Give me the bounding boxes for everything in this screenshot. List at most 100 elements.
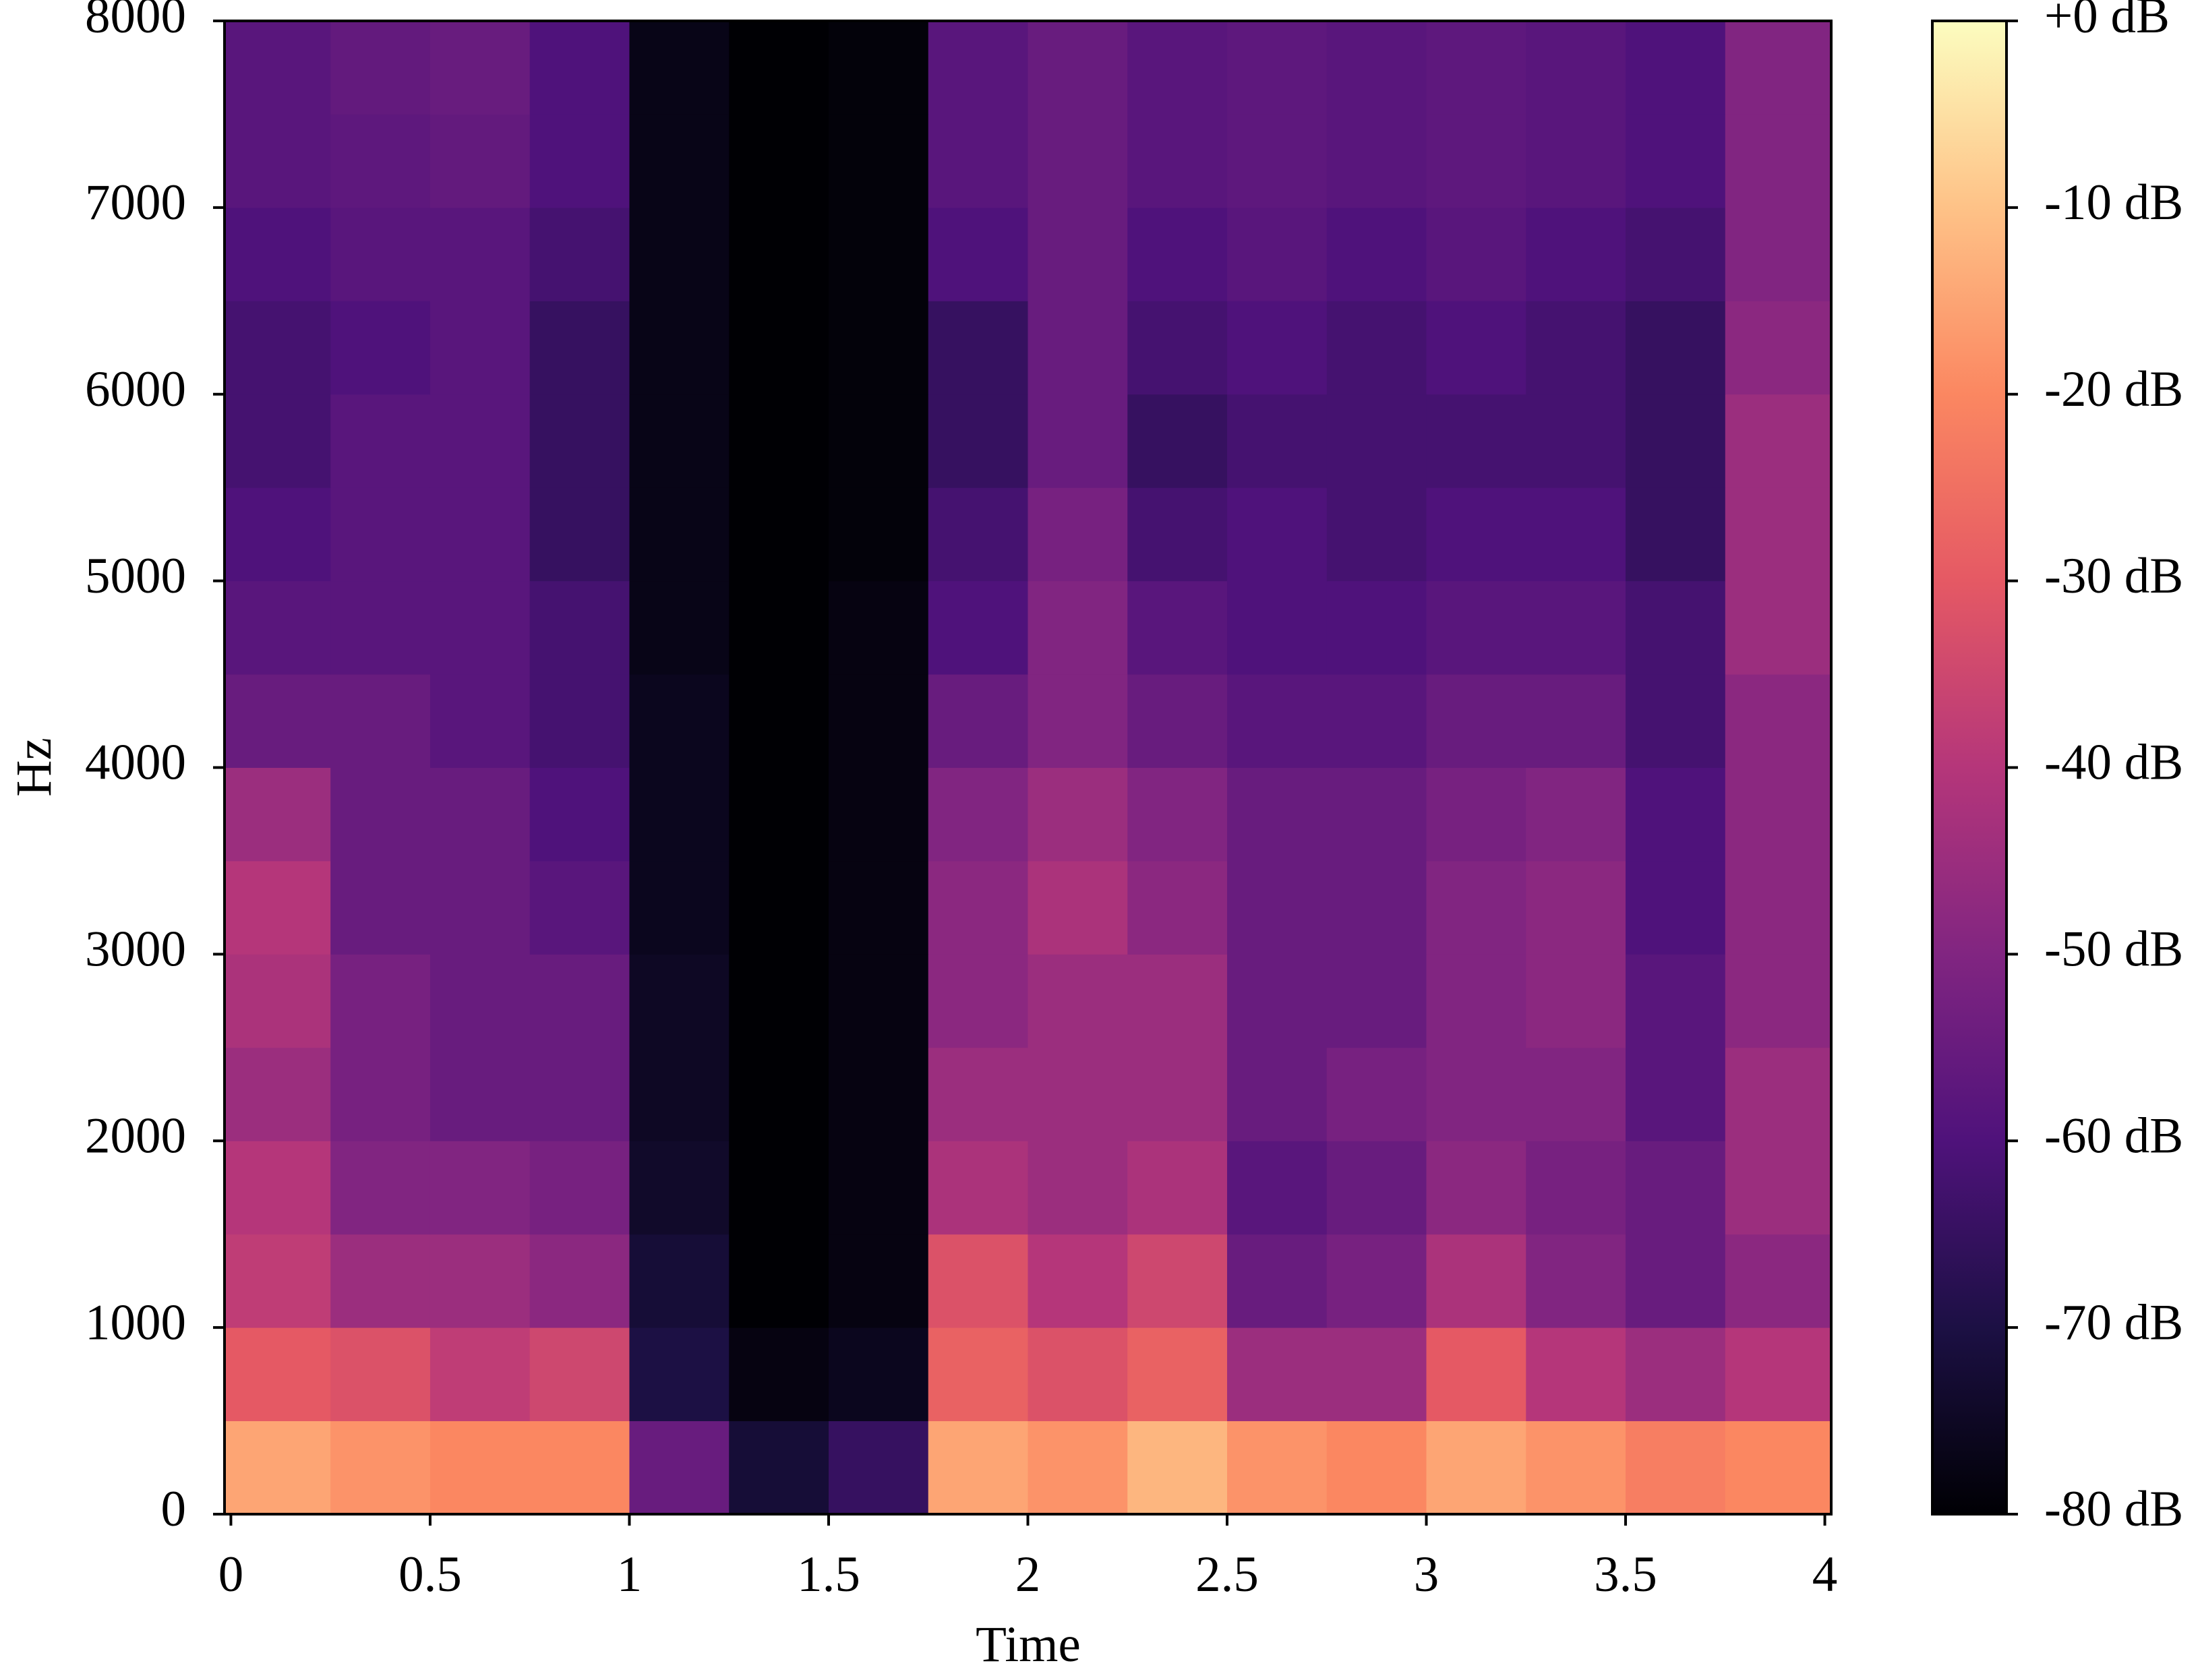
y-tick-label: 0 [161,1481,187,1537]
heat-cell [729,1234,829,1328]
x-tick-label: 1.5 [797,1547,860,1602]
heat-cell [828,954,929,1048]
heat-cell [629,114,730,208]
heat-cell [330,114,431,208]
heat-cell [1028,301,1128,395]
heat-cell [729,487,829,582]
x-tick-label: 3.5 [1594,1547,1657,1602]
heat-cell [828,487,929,582]
heat-cell [729,860,829,955]
heat-cell [1526,1141,1626,1235]
heat-cell [1626,860,1726,955]
heat-cell [1526,114,1626,208]
heat-cell [1028,1047,1128,1141]
heat-cell [1725,1420,1832,1515]
heat-cell [1326,394,1427,488]
colorbar-tick-label: -50 dB [2044,922,2183,978]
heat-cell [1227,394,1328,488]
heat-cell [429,1047,531,1141]
heat-cell [729,674,829,768]
heat-cell [1426,580,1526,675]
colorbar-tick-label: -60 dB [2044,1108,2183,1164]
heat-cell [330,674,431,768]
y-tick-label: 2000 [85,1108,186,1164]
heat-cell [1426,1234,1526,1328]
x-tick-label: 2 [1015,1547,1041,1602]
heat-cell [1028,114,1128,208]
heat-cell [529,21,630,115]
heat-cell [529,394,630,488]
heat-cell [1626,767,1726,862]
heat-cell [1028,207,1128,301]
heat-cell [729,114,829,208]
heat-cell [529,1047,630,1141]
heat-cell [225,1141,331,1235]
heat-cell [1725,114,1832,208]
heat-cell [225,767,331,862]
heat-cell [828,767,929,862]
heat-cell [225,301,331,395]
heat-cell [1326,1141,1427,1235]
heat-cell [1626,207,1726,301]
heat-cell [629,1420,730,1515]
heat-cell [928,301,1028,395]
heat-cell [1426,954,1526,1048]
heatmap [225,21,1832,1515]
heat-cell [1526,1420,1626,1515]
heat-cell [729,1047,829,1141]
heat-cell [1326,207,1427,301]
heat-cell [1326,860,1427,955]
heat-cell [1626,580,1726,675]
heat-cell [928,1234,1028,1328]
heat-cell [429,954,531,1048]
y-tick-label: 1000 [85,1294,186,1350]
x-axis-label: Time [976,1617,1081,1673]
heat-cell [1326,1420,1427,1515]
heat-cell [928,21,1028,115]
x-tick-label: 2.5 [1195,1547,1259,1602]
heat-cell [629,674,730,768]
heat-cell [1725,860,1832,955]
heat-cell [1526,394,1626,488]
heat-cell [330,21,431,115]
heat-cell [928,394,1028,488]
heat-cell [330,301,431,395]
heat-cell [225,860,331,955]
heat-cell [1227,301,1328,395]
colorbar-tick-label: +0 dB [2044,0,2170,44]
heat-cell [928,207,1028,301]
heat-cell [529,487,630,582]
heat-cell [1626,301,1726,395]
heat-cell [1526,1047,1626,1141]
heat-cell [1725,487,1832,582]
heat-cell [828,1420,929,1515]
heat-cell [729,1420,829,1515]
heat-cell [1326,1234,1427,1328]
heat-cell [1526,674,1626,768]
heat-cell [1725,1327,1832,1422]
heat-cell [330,1047,431,1141]
heat-cell [729,767,829,862]
heat-cell [928,1420,1028,1515]
heat-cell [225,394,331,488]
heat-cell [828,21,929,115]
heat-cell [1426,860,1526,955]
heat-cell [429,1141,531,1235]
heat-cell [828,1327,929,1422]
heat-cell [1725,580,1832,675]
heat-cell [629,207,730,301]
heat-cell [1725,394,1832,488]
heat-cell [928,860,1028,955]
heat-cell [1326,580,1427,675]
heat-cell [429,1327,531,1422]
heat-cell [1426,767,1526,862]
heat-cell [729,394,829,488]
heat-cell [1725,301,1832,395]
heat-cell [629,1141,730,1235]
heat-cell [429,394,531,488]
heat-cell [1526,207,1626,301]
heat-cell [828,1234,929,1328]
heat-cell [1725,1047,1832,1141]
heat-cell [429,1234,531,1328]
heat-cell [828,674,929,768]
